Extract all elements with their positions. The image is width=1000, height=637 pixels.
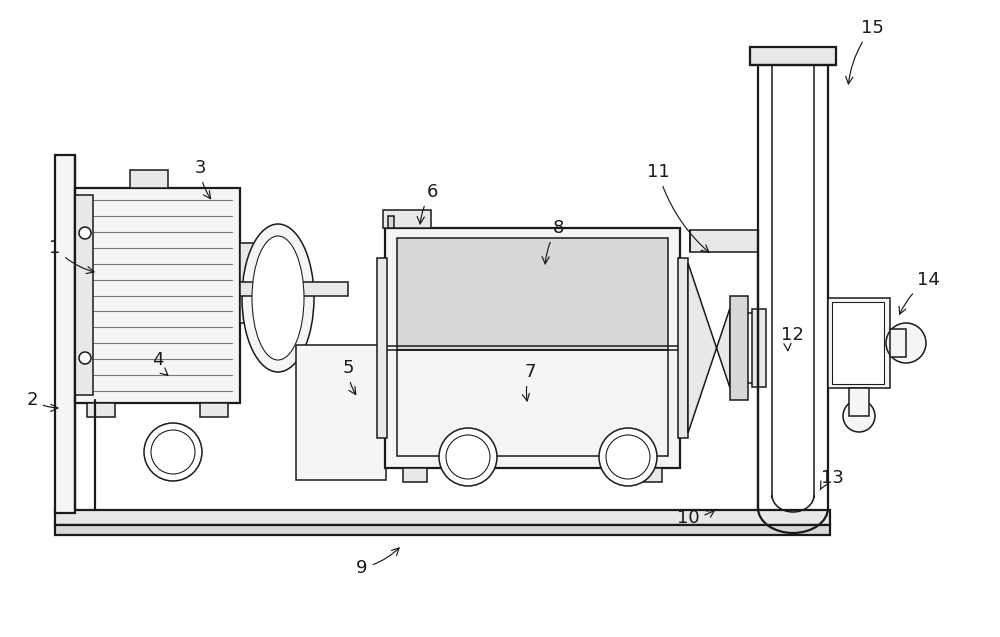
Bar bbox=[55, 525, 830, 535]
Text: 2: 2 bbox=[26, 391, 58, 412]
Bar bbox=[397, 350, 668, 456]
Bar bbox=[55, 510, 830, 525]
Bar bbox=[678, 258, 688, 438]
Text: 5: 5 bbox=[342, 359, 356, 394]
Bar bbox=[750, 47, 836, 65]
Bar bbox=[397, 238, 668, 350]
Circle shape bbox=[144, 423, 202, 481]
Bar bbox=[690, 230, 758, 252]
Text: 6: 6 bbox=[417, 183, 438, 224]
Circle shape bbox=[606, 435, 650, 479]
Bar bbox=[828, 298, 890, 388]
Text: 9: 9 bbox=[356, 548, 399, 577]
Circle shape bbox=[439, 428, 497, 486]
Text: 1: 1 bbox=[49, 239, 94, 273]
Bar bbox=[258, 268, 273, 298]
Bar bbox=[849, 388, 869, 416]
Circle shape bbox=[599, 428, 657, 486]
Circle shape bbox=[886, 323, 926, 363]
Circle shape bbox=[79, 352, 91, 364]
Bar bbox=[388, 216, 394, 228]
Text: 12: 12 bbox=[781, 326, 803, 351]
Bar bbox=[75, 195, 93, 395]
Text: 13: 13 bbox=[820, 469, 843, 490]
Circle shape bbox=[843, 400, 875, 432]
Bar bbox=[638, 468, 662, 482]
Circle shape bbox=[79, 227, 91, 239]
Bar bbox=[240, 282, 348, 296]
Bar bbox=[403, 468, 427, 482]
Text: 14: 14 bbox=[899, 271, 939, 314]
Bar bbox=[200, 403, 228, 417]
Bar bbox=[377, 258, 387, 438]
Circle shape bbox=[151, 430, 195, 474]
Bar bbox=[730, 296, 748, 400]
Ellipse shape bbox=[242, 224, 314, 372]
Bar bbox=[240, 243, 258, 323]
Text: 7: 7 bbox=[522, 363, 536, 401]
Text: 15: 15 bbox=[846, 19, 883, 84]
Bar bbox=[890, 329, 906, 357]
Bar bbox=[383, 210, 431, 228]
Polygon shape bbox=[688, 263, 730, 433]
Bar bbox=[87, 403, 115, 417]
Text: 8: 8 bbox=[542, 219, 564, 264]
Text: 10: 10 bbox=[677, 509, 715, 527]
Bar bbox=[75, 188, 240, 403]
Bar bbox=[752, 309, 766, 387]
Bar bbox=[130, 170, 168, 188]
Bar bbox=[385, 228, 680, 468]
Ellipse shape bbox=[252, 236, 304, 360]
Bar bbox=[55, 155, 75, 513]
Text: 4: 4 bbox=[152, 351, 168, 375]
Bar bbox=[296, 345, 386, 480]
Text: 11: 11 bbox=[647, 163, 709, 252]
Bar bbox=[832, 302, 884, 384]
Text: 3: 3 bbox=[194, 159, 211, 199]
Circle shape bbox=[446, 435, 490, 479]
